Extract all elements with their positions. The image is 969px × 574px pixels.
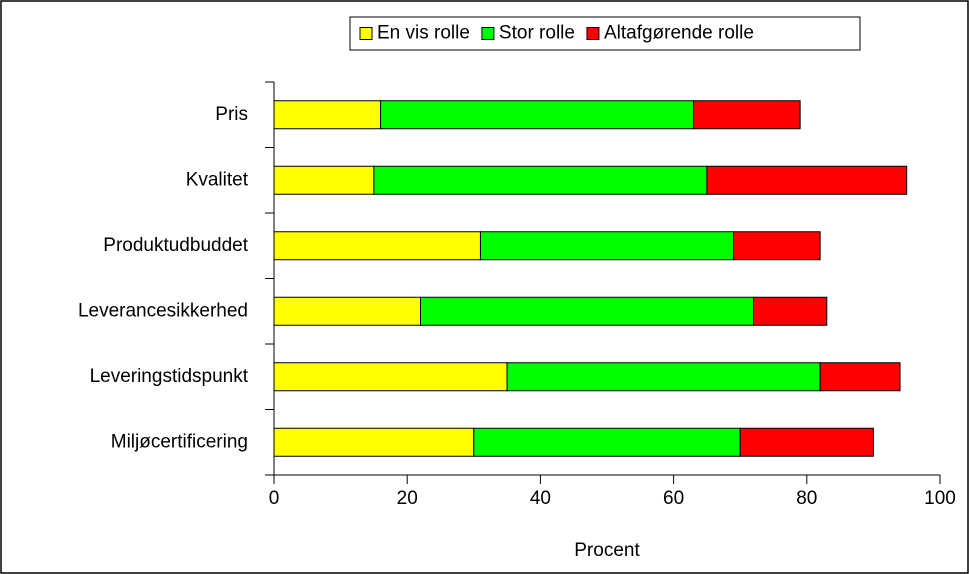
y-tick-label: Produktudbuddet [103,235,248,256]
x-tick-label: 80 [796,488,817,509]
bar-segment [420,296,755,326]
bar-segment [373,165,708,195]
bar-segment [479,231,735,261]
legend-swatch [586,27,600,40]
bar-segment [753,296,828,326]
bar-segment [706,165,908,195]
legend-box [349,16,861,51]
legend-label: Stor rolle [499,23,575,44]
bar-segment [273,231,481,261]
legend-swatch [359,27,373,40]
bar-segment [273,100,382,130]
bar-segment [739,427,874,457]
bar-segment [473,427,741,457]
x-tick-label: 20 [397,488,418,509]
bar-segment [693,100,801,130]
bar-segment [380,100,695,130]
bar-segment [733,231,821,261]
bar-segment [273,427,475,457]
x-tick-label: 100 [924,488,956,509]
bar-segment [273,165,375,195]
legend-label: En vis rolle [377,23,470,44]
bar-segment [273,362,508,392]
legend-label: Altafgørende rolle [604,23,754,44]
bar-segment [273,296,422,326]
y-tick-label: Kvalitet [186,169,249,190]
x-axis-title: Procent [574,540,640,561]
legend-swatch [481,27,495,40]
bar-segment [506,362,821,392]
y-tick-label: Leveringstidspunkt [90,366,249,387]
y-tick-label: Pris [215,104,248,125]
x-tick-label: 40 [530,488,551,509]
bar-segment [819,362,901,392]
y-tick-label: Leverancesikkerhed [78,300,248,321]
y-tick-label: Miljøcertificering [111,431,248,452]
x-tick-label: 0 [269,488,280,509]
x-tick-label: 60 [663,488,684,509]
